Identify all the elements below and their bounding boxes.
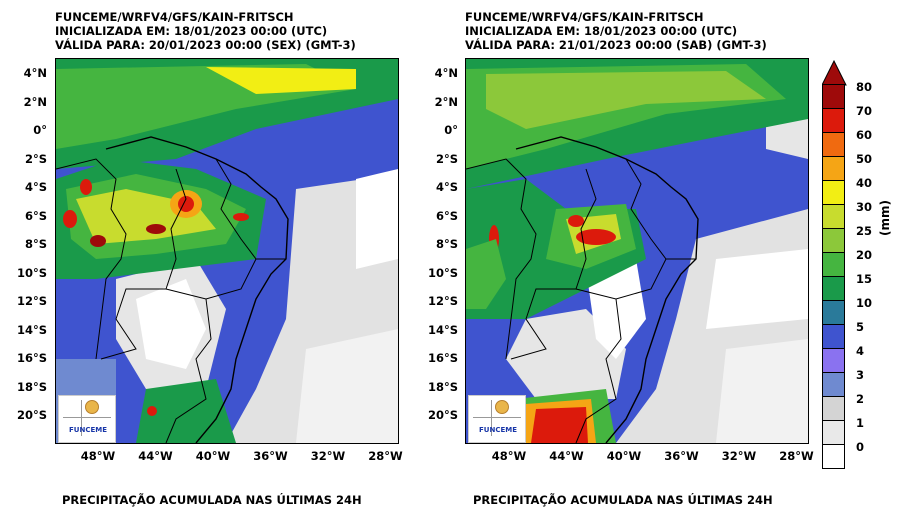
colorbar-level-label: 15 [856,272,873,286]
lat-label: 10°S [427,265,458,280]
funceme-logo-text: FUNCEME [479,426,517,434]
colorbar-segment [822,348,845,373]
funceme-logo-text: FUNCEME [69,426,107,434]
precipitation-map-1: FUNCEME [55,58,399,444]
colorbar-segment [822,372,845,397]
lon-label: 48°W [80,449,116,463]
colorbar-segment [822,132,845,157]
lon-label: 48°W [491,449,527,463]
panel1-header-model: FUNCEME/WRFV4/GFS/KAIN-FRITSCH [55,10,294,24]
lat-label: 20°S [16,408,47,422]
colorbar-level-label: 40 [856,176,873,190]
colorbar-segment [822,444,845,469]
colorbar-segment [822,276,845,301]
lat-label: 12°S [427,294,458,308]
colorbar-level-label: 25 [856,224,873,238]
lon-label: 36°W [664,449,699,463]
colorbar-segment [822,84,845,109]
panel1-header-init: INICIALIZADA EM: 18/01/2023 00:00 (UTC) [55,24,328,38]
colorbar-segment [822,252,845,277]
lat-label: 4°N [434,66,458,80]
colorbar-level-label: 50 [856,152,873,166]
colorbar-segment [822,420,845,445]
colorbar-level-label: 20 [856,248,873,262]
colorbar-segment [822,180,845,205]
lon-label: 28°W [779,449,814,463]
colorbar-level-label: 60 [856,128,873,142]
funceme-logo: FUNCEME [468,395,526,443]
panel2-header-valid: VÁLIDA PARA: 21/01/2023 00:00 (SAB) (GMT… [465,38,767,52]
lat-label: 14°S [16,322,47,337]
lat-label: 0° [444,123,458,137]
lat-label: 6°S [435,208,458,223]
lat-label: 16°S [427,351,458,365]
lat-label: 0° [33,123,47,137]
lat-label: 4°S [435,180,458,194]
lat-label: 2°S [24,151,47,166]
colorbar-level-label: 2 [856,392,865,406]
lat-label: 20°S [427,408,458,422]
colorbar-segment [822,324,845,349]
funceme-logo: FUNCEME [58,395,116,443]
precipitation-map-2: FUNCEME [465,58,809,444]
panel2-footer: PRECIPITAÇÃO ACUMULADA NAS ÚLTIMAS 24H [473,493,773,507]
lat-label: 2°S [435,151,458,166]
lat-label: 6°S [24,208,47,223]
lon-label: 44°W [549,449,584,463]
colorbar-arrow [822,60,847,86]
lat-label: 18°S [427,379,458,394]
colorbar-unit: (mm) [878,200,892,236]
colorbar-segment [822,228,845,253]
map1-svg [56,59,398,443]
lat-label: 10°S [16,265,47,280]
colorbar-segment [822,396,845,421]
lat-label: 18°S [16,379,47,394]
panel1-footer: PRECIPITAÇÃO ACUMULADA NAS ÚLTIMAS 24H [62,493,362,507]
lat-label: 16°S [16,351,47,365]
colorbar-level-label: 0 [856,440,865,454]
lat-label: 4°S [24,180,47,194]
colorbar-segment [822,204,845,229]
lat-label: 8°S [435,237,458,251]
colorbar-level-label: 4 [856,344,865,358]
lon-label: 36°W [253,449,288,463]
panel2-header-init: INICIALIZADA EM: 18/01/2023 00:00 (UTC) [465,24,738,38]
map2-svg [466,59,808,443]
colorbar-level-label: 80 [856,80,873,94]
lon-label: 40°W [195,449,231,463]
colorbar-segment [822,108,845,133]
colorbar-level-label: 1 [856,416,865,430]
lat-label: 8°S [24,237,47,251]
colorbar-level-label: 5 [856,320,865,334]
colorbar-segment [822,300,845,325]
lat-label: 14°S [427,322,458,337]
lon-label: 32°W [310,449,346,463]
colorbar-level-label: 70 [856,104,873,118]
colorbar-level-label: 30 [856,200,873,214]
colorbar-level-label: 3 [856,368,865,382]
colorbar-level-label: 10 [856,296,873,310]
colorbar-segment [822,156,845,181]
lat-label: 12°S [16,294,47,308]
lon-label: 32°W [721,449,757,463]
lat-label: 2°N [434,94,458,109]
lon-label: 40°W [606,449,642,463]
lat-label: 4°N [23,66,47,80]
panel2-header-model: FUNCEME/WRFV4/GFS/KAIN-FRITSCH [465,10,704,24]
lon-label: 28°W [368,449,403,463]
lat-label: 2°N [23,94,47,109]
lon-label: 44°W [138,449,173,463]
panel1-header-valid: VÁLIDA PARA: 20/01/2023 00:00 (SEX) (GMT… [55,38,356,52]
